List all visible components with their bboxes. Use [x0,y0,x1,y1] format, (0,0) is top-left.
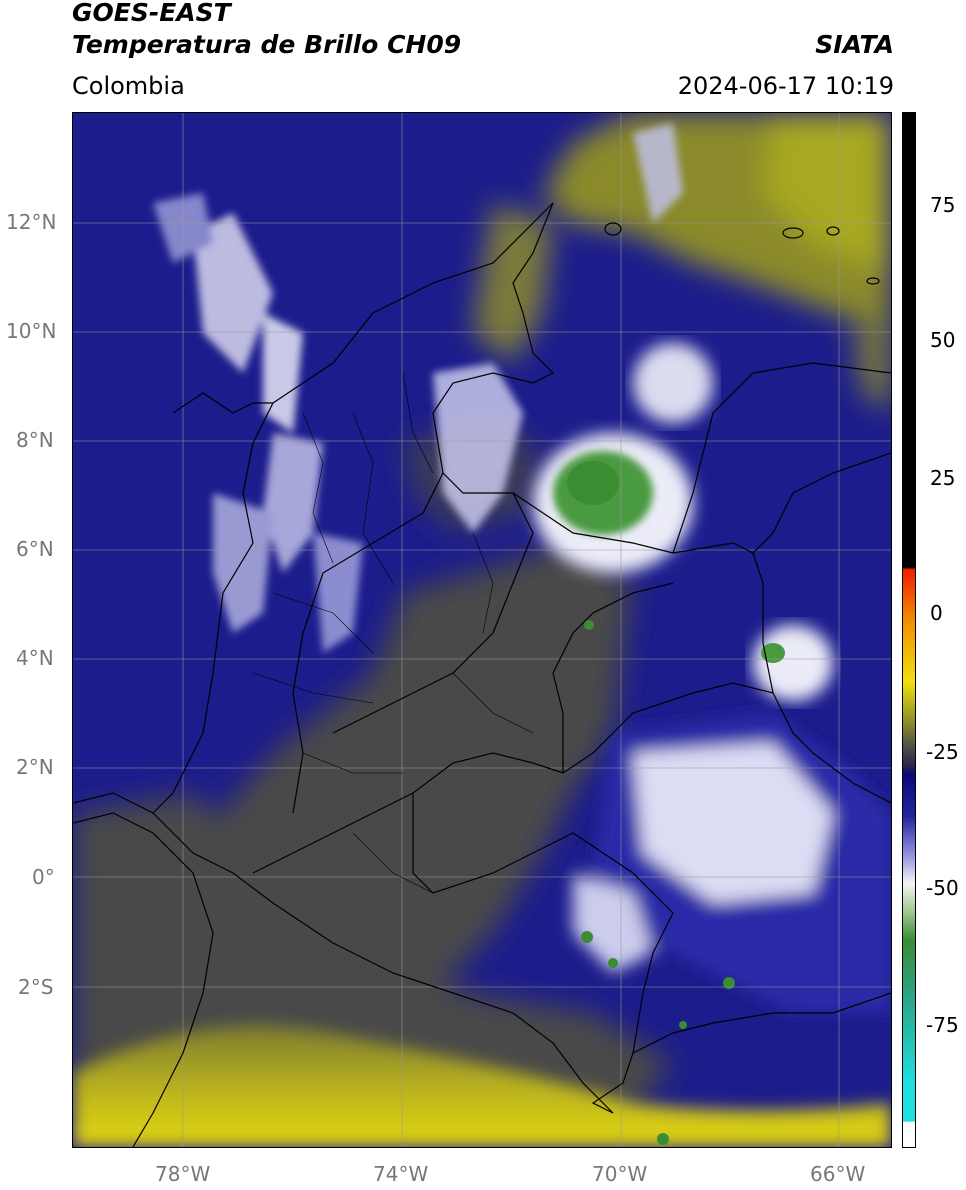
colorbar-tick-minus50: -50 [926,876,959,900]
olive-south-band [73,1025,891,1147]
region-label: Colombia [72,72,185,100]
colorbar-tick-0: 0 [930,601,943,625]
colorbar [902,112,916,1148]
lat-label-2s: 2°S [18,975,54,999]
department-borders [252,372,534,894]
lon-label-66w: 66°W [810,1162,866,1186]
lon-label-78w: 78°W [155,1162,211,1186]
lat-label-12n: 12°N [6,210,57,234]
green-cell-dots [581,620,735,1145]
colorbar-gradient [903,113,915,1147]
organization-label: SIATA [815,30,894,59]
lat-label-6n: 6°N [16,537,54,561]
convective-cell-east [753,625,833,701]
timestamp-label: 2024-06-17 10:19 [677,72,894,100]
islands [604,222,880,285]
lat-label-10n: 10°N [6,319,57,343]
satellite-map[interactable] [72,112,892,1148]
lat-label-8n: 8°N [16,428,54,452]
country-borders [73,202,891,1147]
title-product: Temperatura de Brillo CH09 [72,30,462,59]
lat-label-0: 0° [32,865,55,889]
colorbar-tick-minus25: -25 [926,740,959,764]
convective-cell-venezuela [533,343,713,573]
colorbar-tick-25: 25 [930,466,956,490]
lon-label-70w: 70°W [592,1162,648,1186]
lat-label-4n: 4°N [16,646,54,670]
lat-label-2n: 2°N [16,755,54,779]
colorbar-tick-50: 50 [930,328,956,352]
title-satellite: GOES-EAST [72,0,231,27]
cloud-mass-southeast [573,713,891,1013]
lon-label-74w: 74°W [373,1162,429,1186]
colorbar-tick-minus75: -75 [926,1013,959,1037]
colorbar-tick-75: 75 [930,193,956,217]
graticule [73,113,891,1147]
